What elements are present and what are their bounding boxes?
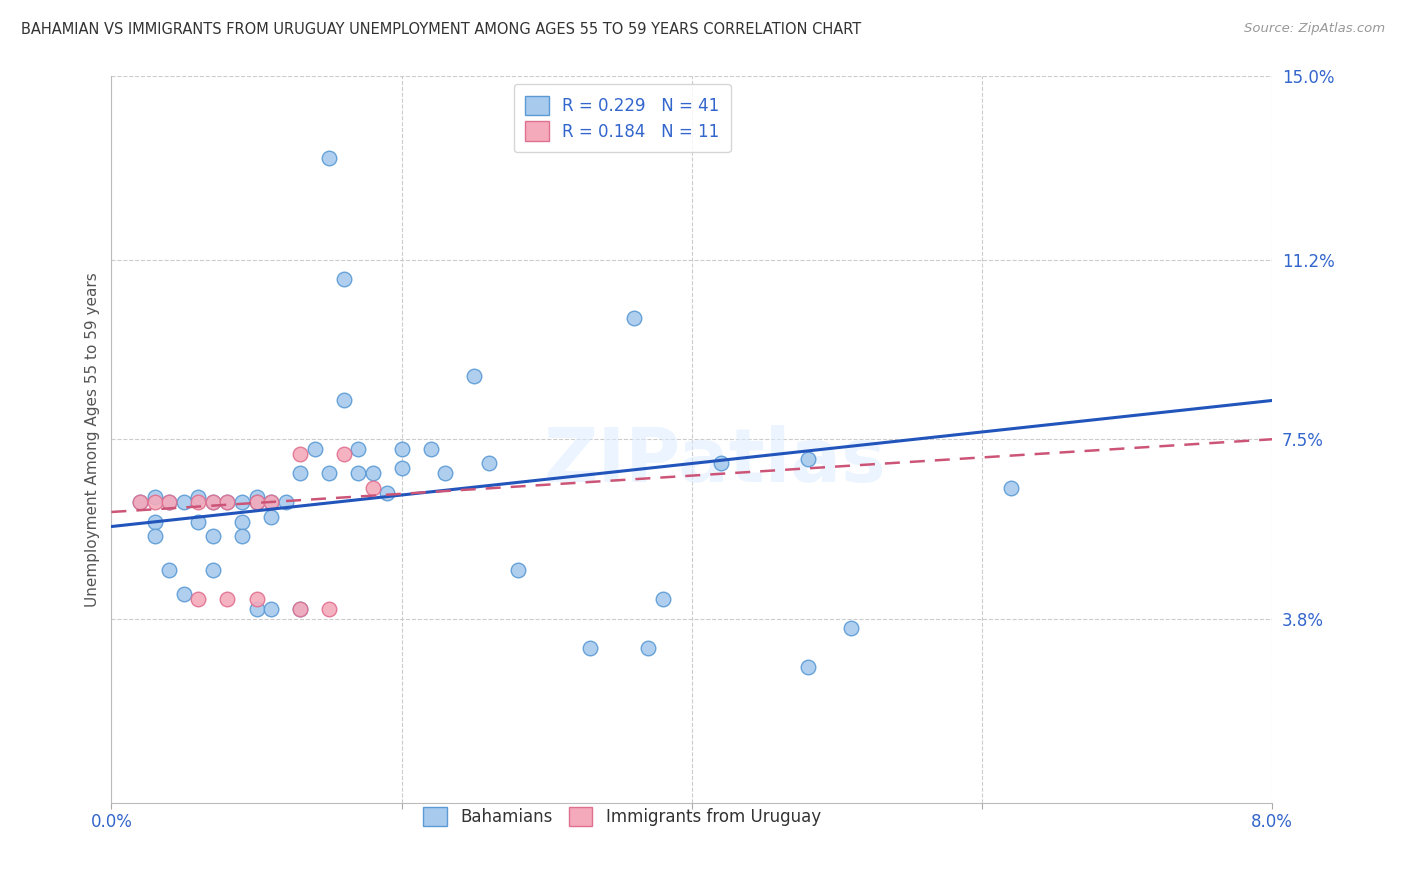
Text: ZIPatlas: ZIPatlas	[544, 425, 886, 498]
Point	[245, 592, 267, 607]
Point	[260, 602, 283, 616]
Point	[332, 272, 354, 286]
Point	[463, 369, 485, 384]
Point	[260, 495, 283, 509]
Point	[434, 466, 457, 480]
Point	[187, 592, 209, 607]
Point	[129, 495, 152, 509]
Point	[710, 457, 733, 471]
Point	[260, 495, 283, 509]
Point	[201, 563, 224, 577]
Point	[375, 485, 398, 500]
Point	[274, 495, 297, 509]
Point	[143, 515, 166, 529]
Point	[288, 466, 311, 480]
Point	[245, 495, 267, 509]
Point	[245, 491, 267, 505]
Point	[129, 495, 152, 509]
Point	[231, 529, 253, 543]
Point	[304, 442, 326, 456]
Point	[318, 602, 340, 616]
Point	[797, 660, 820, 674]
Legend: Bahamians, Immigrants from Uruguay: Bahamians, Immigrants from Uruguay	[415, 798, 830, 835]
Point	[245, 602, 267, 616]
Text: Source: ZipAtlas.com: Source: ZipAtlas.com	[1244, 22, 1385, 36]
Point	[201, 495, 224, 509]
Point	[143, 495, 166, 509]
Point	[318, 151, 340, 165]
Point	[173, 495, 195, 509]
Point	[841, 621, 863, 635]
Point	[201, 495, 224, 509]
Point	[217, 495, 239, 509]
Point	[231, 515, 253, 529]
Point	[143, 529, 166, 543]
Point	[1000, 481, 1022, 495]
Point	[159, 495, 181, 509]
Point	[159, 495, 181, 509]
Text: BAHAMIAN VS IMMIGRANTS FROM URUGUAY UNEMPLOYMENT AMONG AGES 55 TO 59 YEARS CORRE: BAHAMIAN VS IMMIGRANTS FROM URUGUAY UNEM…	[21, 22, 862, 37]
Point	[187, 515, 209, 529]
Point	[288, 447, 311, 461]
Point	[579, 640, 602, 655]
Point	[201, 529, 224, 543]
Point	[651, 592, 673, 607]
Point	[391, 442, 413, 456]
Point	[797, 451, 820, 466]
Point	[318, 466, 340, 480]
Point	[361, 466, 384, 480]
Point	[288, 602, 311, 616]
Point	[347, 466, 370, 480]
Point	[245, 495, 267, 509]
Point	[159, 563, 181, 577]
Point	[478, 457, 501, 471]
Point	[217, 592, 239, 607]
Y-axis label: Unemployment Among Ages 55 to 59 years: Unemployment Among Ages 55 to 59 years	[86, 272, 100, 607]
Point	[288, 602, 311, 616]
Point	[623, 311, 645, 326]
Point	[217, 495, 239, 509]
Point	[231, 495, 253, 509]
Point	[332, 447, 354, 461]
Point	[143, 491, 166, 505]
Point	[187, 495, 209, 509]
Point	[260, 509, 283, 524]
Point	[506, 563, 529, 577]
Point	[187, 491, 209, 505]
Point	[419, 442, 441, 456]
Point	[173, 587, 195, 601]
Point	[391, 461, 413, 475]
Point	[361, 481, 384, 495]
Point	[637, 640, 659, 655]
Point	[347, 442, 370, 456]
Point	[332, 393, 354, 408]
